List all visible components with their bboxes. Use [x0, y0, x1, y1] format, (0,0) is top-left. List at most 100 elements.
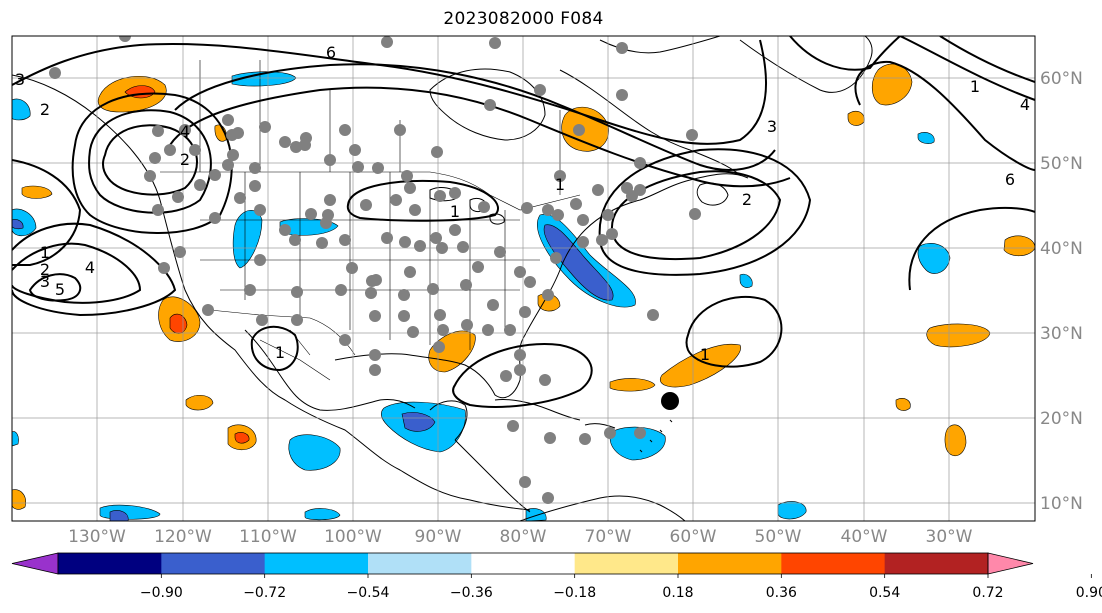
- hudson-bay-coastline: [429, 68, 546, 141]
- labrador-coastline: [559, 69, 741, 176]
- contour-label: 3: [767, 117, 777, 136]
- colorbar-tick-label: −0.72: [243, 585, 286, 601]
- negative-anomaly-region: [917, 132, 935, 144]
- station-marker: [539, 374, 551, 386]
- colorbar-extend-high: [987, 552, 1034, 575]
- station-marker: [472, 261, 484, 273]
- station-marker: [324, 194, 336, 206]
- negative-anomaly-region: [917, 243, 951, 274]
- map-frame: [11, 35, 1036, 522]
- station-marker: [279, 224, 291, 236]
- contour-line: [908, 206, 1035, 291]
- station-marker: [570, 198, 582, 210]
- station-marker: [369, 310, 381, 322]
- positive-anomaly-region: [895, 398, 911, 411]
- station-marker: [174, 246, 186, 258]
- colorbar-tick-label: 0.36: [766, 585, 797, 601]
- station-marker: [434, 190, 446, 202]
- station-marker: [507, 420, 519, 432]
- station-marker: [399, 236, 411, 248]
- station-marker: [381, 232, 393, 244]
- station-marker: [49, 67, 61, 79]
- station-marker: [152, 204, 164, 216]
- contour-label: 1: [700, 345, 710, 364]
- yucatan-coastline: [429, 400, 468, 441]
- contour-line: [88, 109, 212, 214]
- station-marker: [346, 262, 358, 274]
- contour-line: [346, 179, 499, 222]
- station-marker: [482, 324, 494, 336]
- longitude-label: 120°W: [154, 527, 212, 547]
- station-marker: [514, 349, 526, 361]
- contour-line: [12, 222, 177, 317]
- colorbar-tick-label: −0.18: [553, 585, 596, 601]
- positive-anomaly-region: [944, 424, 967, 456]
- contour-label: 2: [40, 100, 50, 119]
- south-america-coastline: [519, 495, 686, 521]
- station-marker: [289, 234, 301, 246]
- positive-anomaly-region: [847, 110, 865, 126]
- station-marker: [179, 124, 191, 136]
- colorbar-segment: [678, 553, 782, 574]
- station-marker: [404, 182, 416, 194]
- station-marker: [542, 204, 554, 216]
- station-marker: [390, 194, 402, 206]
- contour-label: 4: [85, 258, 95, 277]
- longitude-labels: 130°W 120°W 110°W 100°W 90°W 80°W 70°W 60°W 50°W…: [68, 527, 973, 547]
- station-marker: [427, 283, 439, 295]
- contour-line: [598, 148, 812, 276]
- longitude-label: 130°W: [68, 527, 126, 547]
- map-gridlines: [12, 36, 1035, 521]
- station-marker: [352, 161, 364, 173]
- contour-line: [71, 92, 233, 234]
- colorbar-tick-label: −0.36: [450, 585, 493, 601]
- station-marker: [339, 334, 351, 346]
- longitude-label: 60°W: [670, 527, 717, 547]
- station-marker: [152, 125, 164, 137]
- negative-anomaly-core: [401, 412, 436, 432]
- longitude-label: 70°W: [585, 527, 632, 547]
- station-marker: [407, 326, 419, 338]
- station-marker: [409, 204, 421, 216]
- station-marker: [256, 314, 268, 326]
- colorbar-segment: [574, 553, 679, 574]
- longitude-label: 30°W: [926, 527, 973, 547]
- colorbar-tick-label: 0.72: [972, 585, 1003, 601]
- station-marker: [544, 432, 556, 444]
- station-marker: [461, 319, 473, 331]
- colorbar-segment: [58, 553, 162, 574]
- us-mexico-border: [209, 309, 356, 356]
- station-marker: [514, 364, 526, 376]
- hispaniola-coastline: [584, 423, 616, 429]
- station-marker: [291, 286, 303, 298]
- station-marker: [372, 162, 384, 174]
- station-marker: [290, 141, 302, 153]
- station-marker: [514, 266, 526, 278]
- station-marker: [360, 199, 372, 211]
- colorbar-segment: [781, 553, 886, 574]
- station-marker: [172, 191, 184, 203]
- negative-anomaly-region: [525, 508, 547, 521]
- contour-label: 5: [55, 280, 65, 299]
- latitude-label: 60°N: [1040, 69, 1083, 89]
- station-marker: [316, 237, 328, 249]
- station-marker: [457, 241, 469, 253]
- station-marker: [521, 202, 533, 214]
- contour-line: [939, 36, 1035, 83]
- station-marker: [434, 309, 446, 321]
- station-marker: [299, 139, 311, 151]
- contour-label: 4: [180, 122, 190, 141]
- station-marker: [234, 192, 246, 204]
- station-marker: [436, 242, 448, 254]
- station-marker: [616, 89, 628, 101]
- station-marker: [291, 314, 303, 326]
- station-marker: [484, 99, 496, 111]
- contour-line: [102, 124, 198, 196]
- station-marker: [335, 284, 347, 296]
- station-marker: [119, 36, 131, 42]
- colorbar-extend-low: [11, 552, 59, 575]
- contour-line: [452, 343, 593, 408]
- station-marker: [542, 492, 554, 504]
- station-marker: [279, 136, 291, 148]
